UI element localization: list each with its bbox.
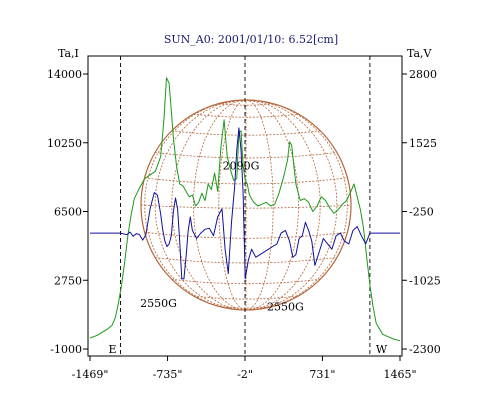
longitude-line	[245, 99, 321, 311]
right-y-tick-label: -2300	[409, 343, 441, 356]
longitude-line	[245, 99, 338, 311]
x-tick-label: -2"	[237, 368, 253, 381]
right-axis-label: Ta,V	[407, 47, 433, 60]
left-y-tick-label: -1000	[50, 343, 82, 356]
left-y-tick-label: 2750	[54, 274, 82, 287]
series-line-intensity-i	[89, 77, 401, 342]
x-tick-label: -1469"	[72, 368, 109, 381]
longitude-line	[218, 99, 247, 311]
longitude-line	[245, 99, 299, 311]
field-strength-annotation: 2550G	[267, 301, 304, 314]
right-y-tick-label: -1025	[409, 274, 441, 287]
longitude-line	[144, 99, 247, 311]
latitude-line	[218, 103, 274, 106]
limb-marker-label: E	[109, 343, 117, 356]
longitude-line	[154, 99, 247, 311]
longitude-line	[245, 99, 348, 311]
left-y-tick-label: 14000	[47, 68, 82, 81]
right-y-tick-label: -250	[409, 206, 434, 219]
x-tick-label: 731"	[309, 368, 335, 381]
left-axis-label: Ta,I	[58, 47, 79, 60]
left-y-tick-label: 6500	[54, 206, 82, 219]
right-y-tick-label: 1525	[409, 137, 437, 150]
longitude-line	[193, 99, 247, 311]
series-line-stokes-v	[90, 127, 400, 280]
latitude-line	[171, 130, 321, 136]
limb-marker-label: W	[376, 343, 388, 356]
right-y-tick-label: 2800	[409, 68, 437, 81]
field-strength-annotation: 2550G	[140, 297, 177, 310]
left-y-tick-label: 10250	[47, 137, 82, 150]
longitude-line	[171, 99, 247, 311]
chart-title: SUN_A0: 2001/01/10: 6.52[cm]	[164, 33, 338, 46]
x-tick-label: 1465"	[383, 368, 416, 381]
field-strength-annotation: 2090G	[223, 159, 260, 172]
x-tick-label: -735"	[153, 368, 183, 381]
